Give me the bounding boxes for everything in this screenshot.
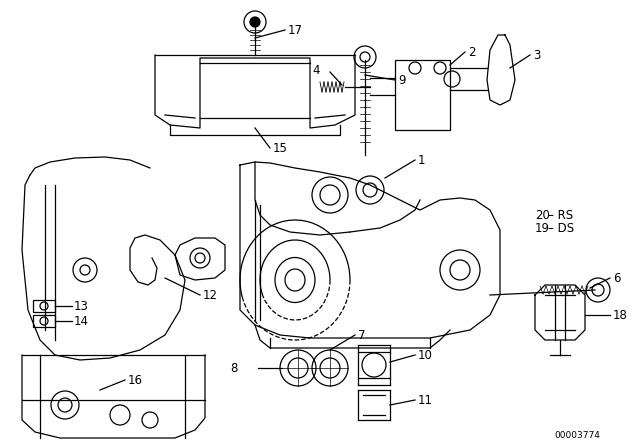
Text: 17: 17 [288, 23, 303, 36]
Text: – RS: – RS [548, 208, 573, 221]
Text: 13: 13 [74, 300, 89, 313]
Text: 3: 3 [533, 48, 540, 61]
Text: 4: 4 [312, 64, 320, 77]
Text: 00003774: 00003774 [554, 431, 600, 439]
Text: 12: 12 [203, 289, 218, 302]
Text: 8: 8 [230, 362, 238, 375]
Text: 15: 15 [273, 142, 288, 155]
Text: 9: 9 [398, 73, 406, 86]
Circle shape [250, 17, 260, 27]
Text: 16: 16 [128, 374, 143, 387]
Text: 20: 20 [535, 208, 550, 221]
Bar [395, 60, 450, 130]
Text: 1: 1 [418, 154, 426, 167]
Bar [33, 315, 55, 327]
Text: 6: 6 [613, 271, 621, 284]
Text: 18: 18 [613, 309, 628, 322]
Text: 11: 11 [418, 393, 433, 406]
Text: 14: 14 [74, 314, 89, 327]
Text: – DS: – DS [548, 221, 574, 234]
Text: 2: 2 [468, 46, 476, 59]
Bar [33, 300, 55, 312]
Text: 19: 19 [535, 221, 550, 234]
Text: 10: 10 [418, 349, 433, 362]
Text: 7: 7 [358, 328, 365, 341]
